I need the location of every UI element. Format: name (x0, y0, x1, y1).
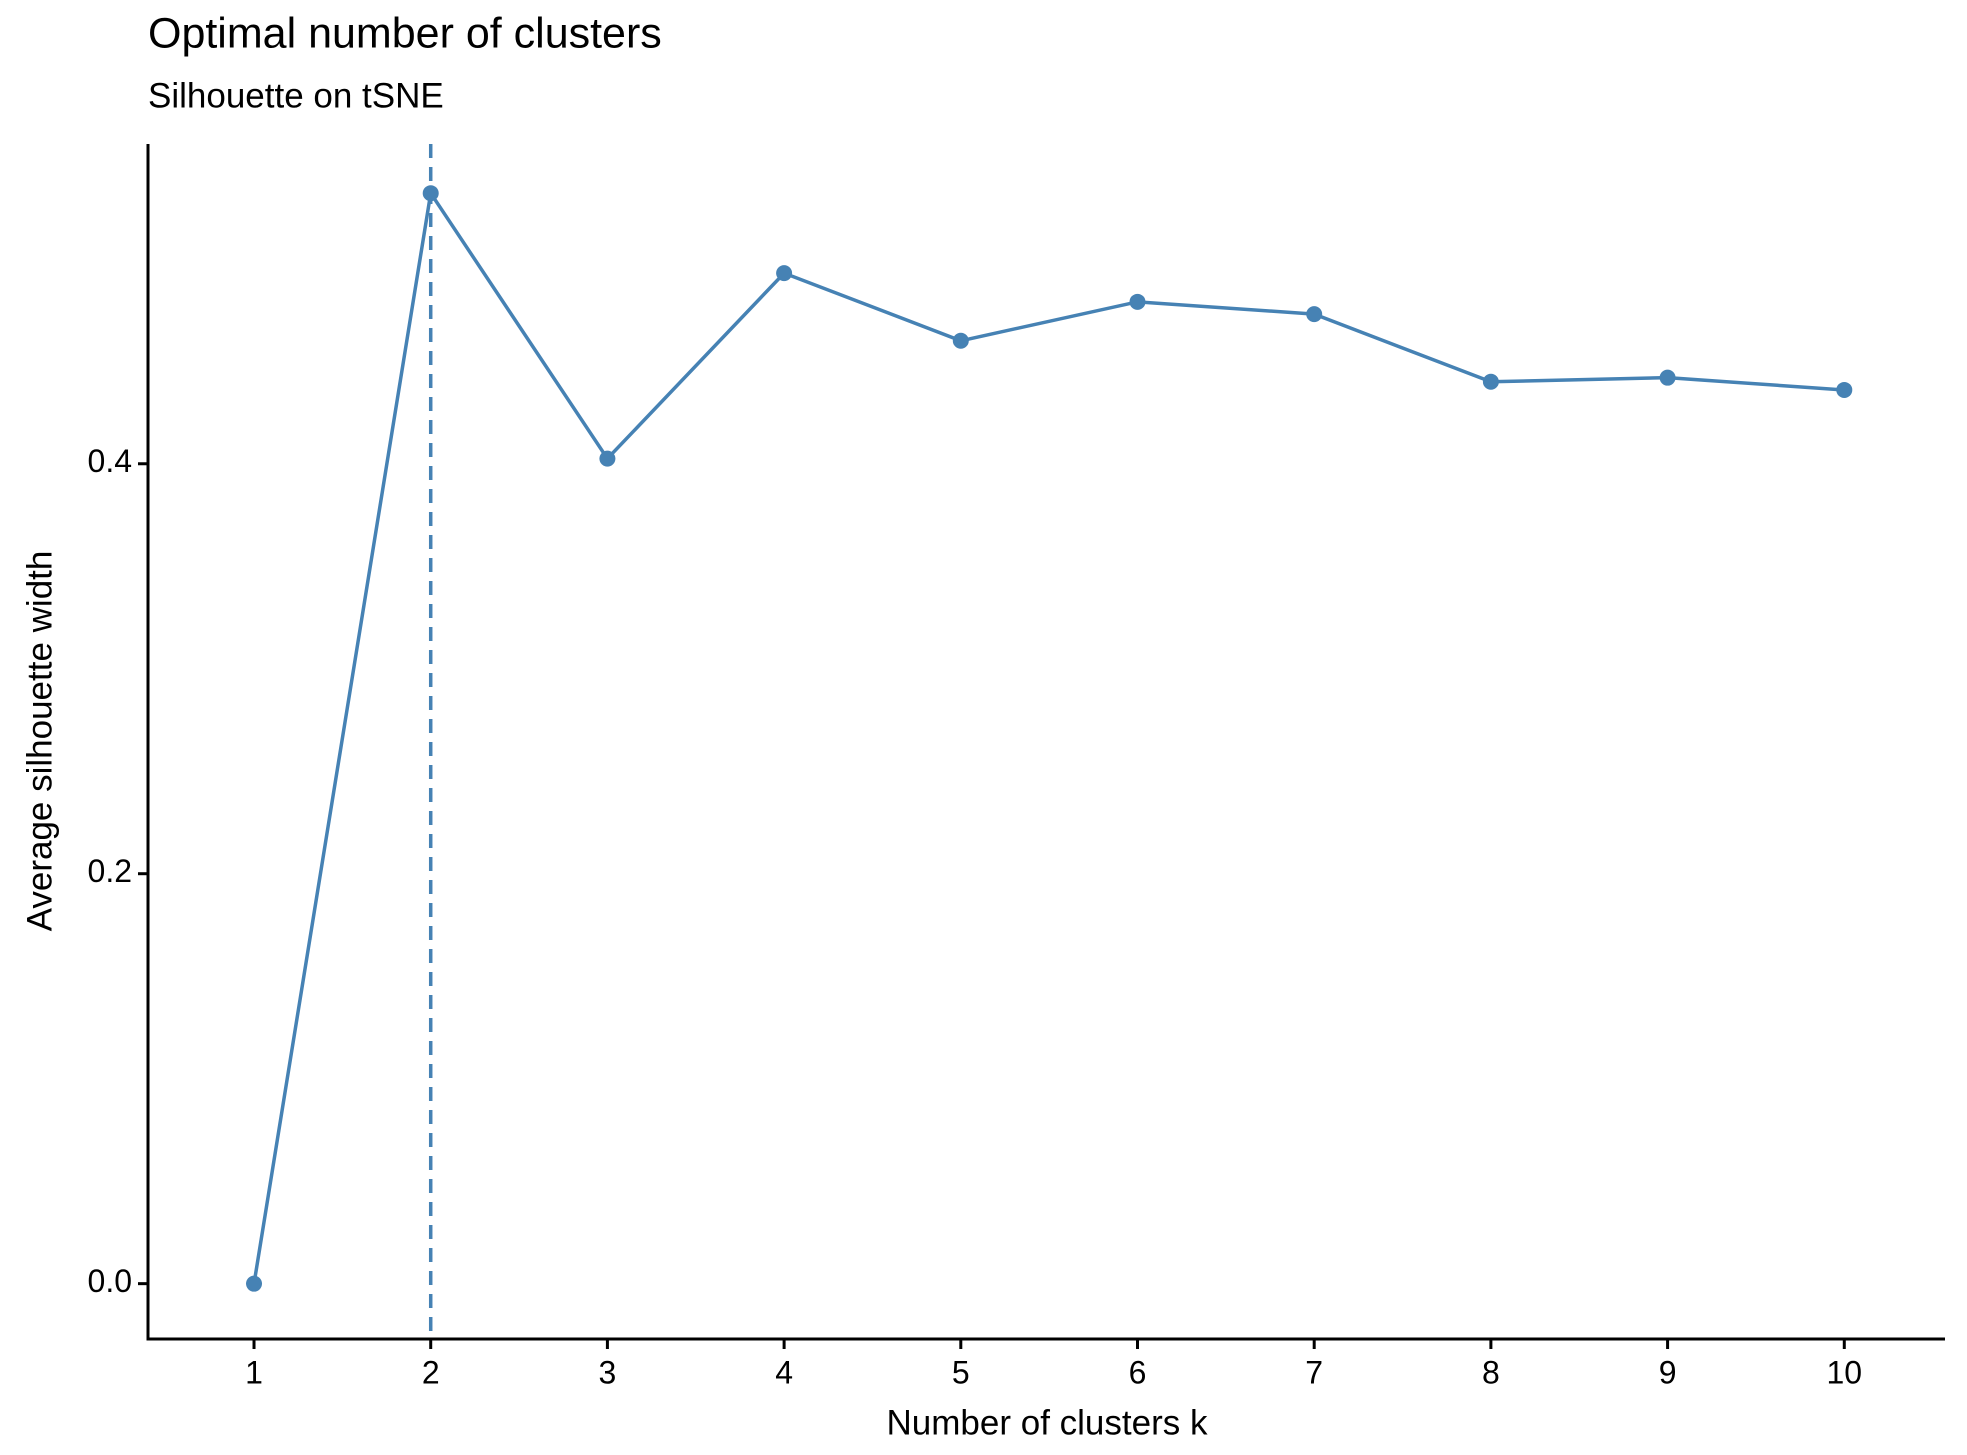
x-axis-title: Number of clusters k (887, 1403, 1208, 1442)
x-tick-label: 6 (1129, 1354, 1147, 1390)
y-tick-label: 0.4 (88, 443, 132, 479)
point (599, 450, 616, 467)
chart-title: Optimal number of clusters (148, 9, 662, 57)
point (1129, 293, 1146, 310)
point (952, 332, 969, 349)
x-tick-label: 10 (1826, 1354, 1862, 1390)
y-tick-label: 0.0 (88, 1263, 132, 1299)
point (1306, 306, 1323, 323)
x-tick-label: 5 (952, 1354, 970, 1390)
point (246, 1275, 263, 1292)
point (776, 265, 793, 282)
point (1659, 369, 1676, 386)
x-tick-label: 8 (1482, 1354, 1500, 1390)
chart-subtitle: Silhouette on tSNE (148, 76, 444, 115)
x-tick-label: 3 (599, 1354, 617, 1390)
point (1836, 381, 1853, 398)
y-tick-label: 0.2 (88, 853, 132, 889)
x-tick-label: 2 (422, 1354, 440, 1390)
point (1482, 373, 1499, 390)
point (422, 185, 439, 202)
x-tick-label: 4 (775, 1354, 793, 1390)
x-tick-label: 9 (1659, 1354, 1677, 1390)
silhouette-line (252, 188, 1845, 1284)
x-tick-label: 7 (1305, 1354, 1323, 1390)
x-tick-label: 1 (245, 1354, 263, 1390)
y-axis-title: Average silhouette width (20, 551, 59, 932)
